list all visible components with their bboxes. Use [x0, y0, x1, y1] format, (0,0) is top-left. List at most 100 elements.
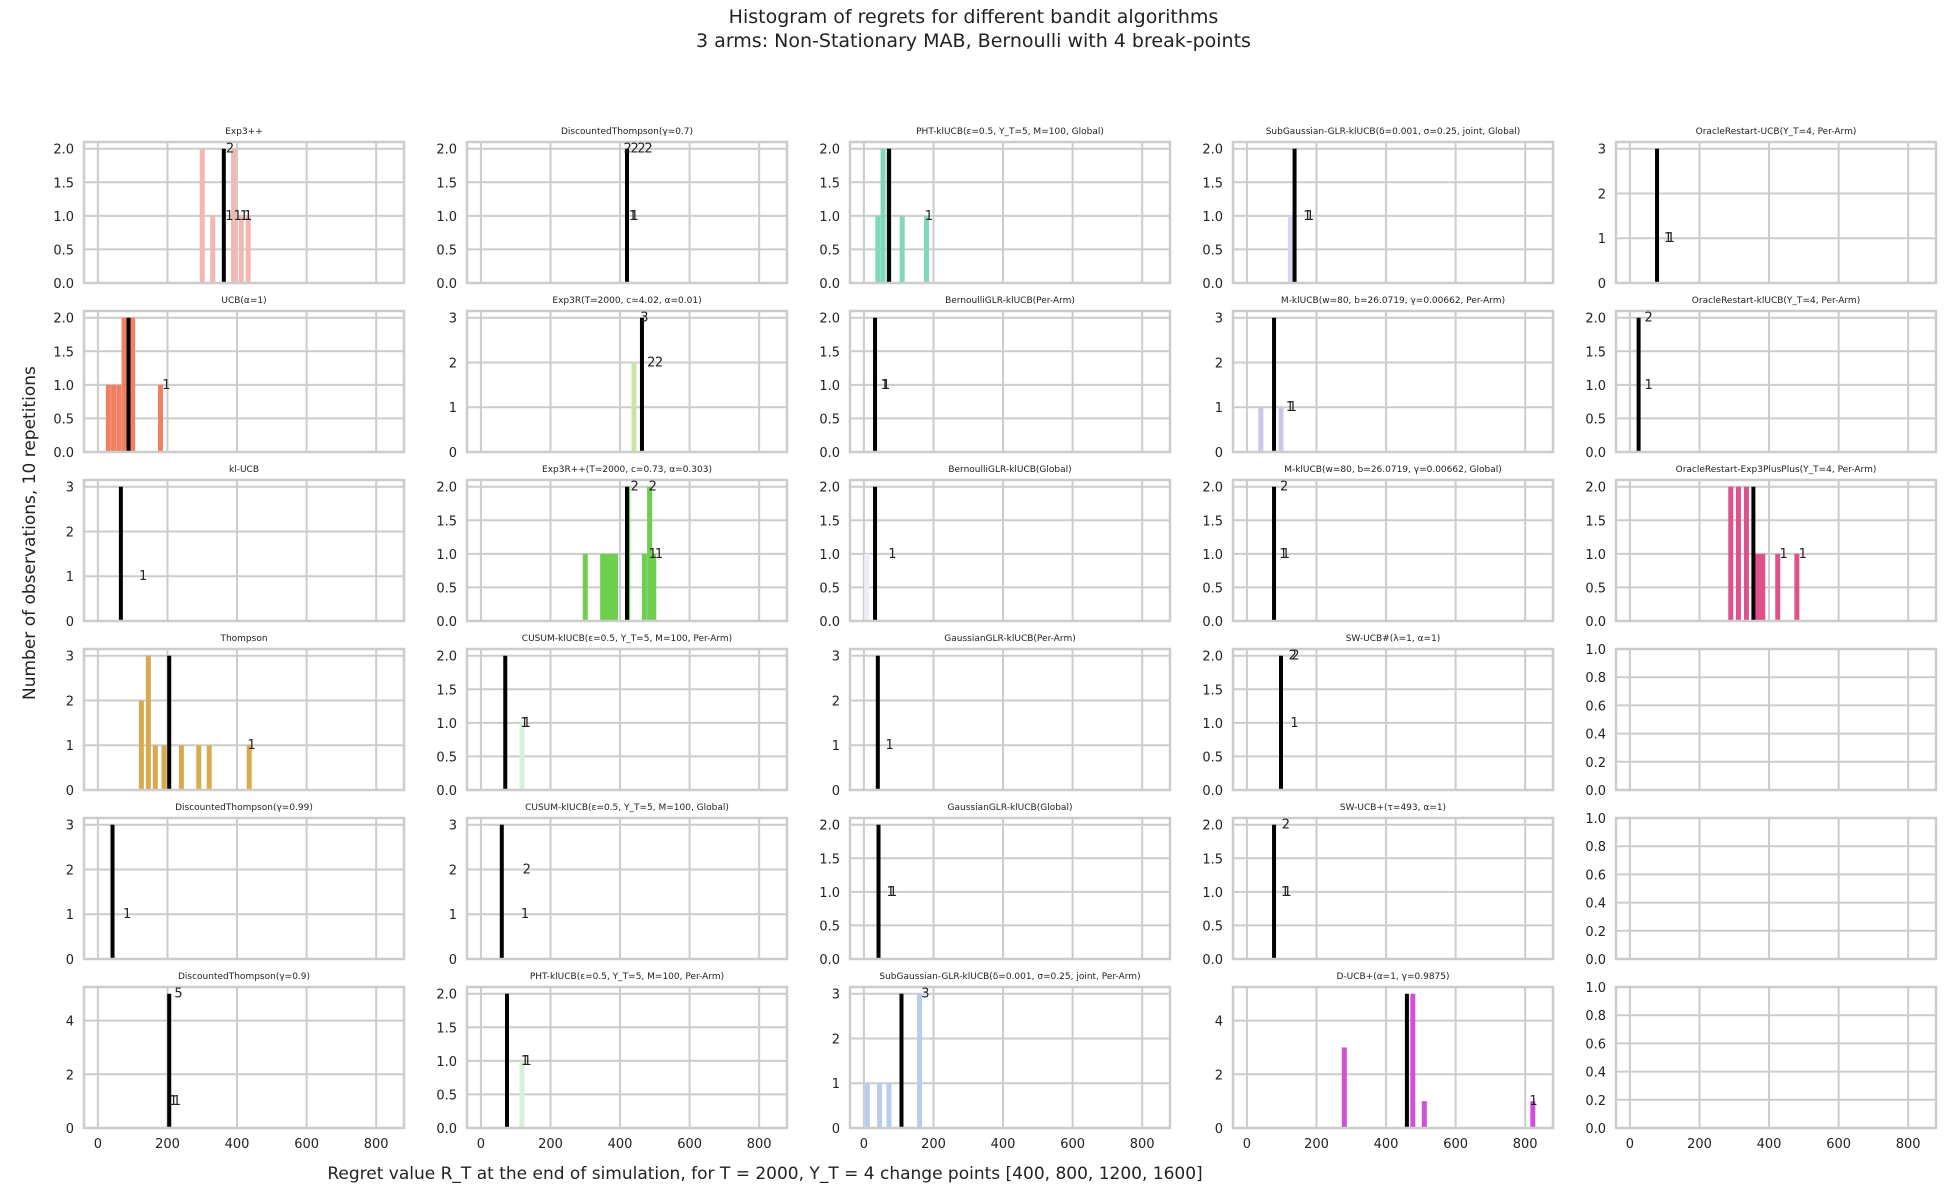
- x-tick-label: 600: [1443, 1137, 1468, 1152]
- y-tick-label: 0.0: [1585, 1122, 1606, 1137]
- count-label: 2: [1282, 818, 1290, 833]
- count-label: 1: [521, 1054, 529, 1069]
- x-tick-label: 800: [747, 1137, 772, 1152]
- y-tick-label: 0.5: [819, 412, 840, 427]
- y-tick-label: 2: [66, 863, 74, 878]
- subplot-18: 0 1 2 3 GaussianGLR-klUCB(Per-Arm) 1: [832, 634, 1172, 799]
- y-tick-label: 1.0: [819, 886, 840, 901]
- histogram-bar: [600, 553, 606, 621]
- subplot-title: Exp3R++(T=2000, c=0.73, α=0.303): [542, 465, 712, 475]
- axes-frame: [1614, 309, 1938, 454]
- histogram-bar: [1410, 993, 1416, 1128]
- histogram-bar: [116, 384, 122, 452]
- histogram-bar: [210, 215, 216, 283]
- x-axis-label: Regret value R_T at the end of simulatio…: [327, 1164, 1203, 1184]
- count-label: 1: [1290, 716, 1298, 731]
- y-tick-label: 4: [66, 1015, 74, 1030]
- count-label: 1: [1303, 209, 1311, 224]
- x-tick-label: 0: [860, 1137, 868, 1152]
- y-tick-label: 0.5: [53, 412, 74, 427]
- y-tick-label: 1.5: [436, 514, 457, 529]
- y-tick-label: 1.0: [1585, 548, 1606, 563]
- subplot-title: OracleRestart-Exp3PlusPlus(Υ_T=4, Per-Ar…: [1676, 465, 1877, 475]
- subplot-title: Exp3R(T=2000, c=4.02, α=0.01): [552, 296, 701, 306]
- subplot-11: 0 1 2 3 kl-UCB 1: [66, 465, 406, 630]
- count-label: 1: [1282, 547, 1290, 562]
- histogram-bar: [130, 317, 136, 452]
- count-label: 2: [1645, 311, 1653, 326]
- y-tick-label: 0.5: [1202, 750, 1223, 765]
- axes-frame: [465, 647, 789, 792]
- y-tick-label: 0: [1215, 446, 1223, 461]
- histogram-bar: [121, 317, 127, 452]
- subplot-title: OracleRestart-UCB(Υ_T=4, Per-Arm): [1696, 127, 1857, 137]
- y-tick-label: 3: [449, 312, 457, 327]
- count-label: 1: [882, 378, 890, 393]
- y-tick-label: 0: [449, 953, 457, 968]
- subplot-title: GaussianGLR-klUCB(Per-Arm): [944, 634, 1075, 644]
- y-tick-label: 1.0: [1202, 548, 1223, 563]
- y-tick-label: 0.0: [436, 277, 457, 292]
- y-tick-label: 1: [832, 1077, 840, 1092]
- histogram-bar: [1530, 1101, 1536, 1128]
- x-tick-label: 400: [1374, 1137, 1399, 1152]
- axes-frame: [82, 647, 406, 792]
- y-tick-label: 0.0: [1585, 446, 1606, 461]
- histogram-bar: [1794, 553, 1800, 621]
- y-tick-label: 3: [66, 819, 74, 834]
- y-tick-label: 2.0: [53, 312, 74, 327]
- y-tick-label: 2: [449, 863, 457, 878]
- subplot-title: M-klUCB(w=80, b=26.0719, γ=0.00662, Per-…: [1281, 296, 1505, 306]
- subplot-title: SW-UCB#(λ=1, α=1): [1346, 634, 1441, 644]
- axes-frame: [1231, 140, 1555, 285]
- histogram-bar: [145, 655, 151, 790]
- count-label: 1: [244, 209, 252, 224]
- y-tick-label: 2.0: [1202, 819, 1223, 834]
- y-tick-label: 2: [1598, 187, 1606, 202]
- y-tick-label: 2.0: [1585, 481, 1606, 496]
- count-label: 1: [885, 738, 893, 753]
- y-tick-label: 1.0: [1202, 886, 1223, 901]
- y-tick-label: 1.5: [53, 345, 74, 360]
- y-tick-label: 0.0: [436, 615, 457, 630]
- y-tick-label: 0.0: [1202, 953, 1223, 968]
- subplot-15: 0.0 0.5 1.0 1.5 2.0 OracleRestart-Exp3PlusPlu…: [1585, 465, 1938, 630]
- y-tick-label: 2.0: [53, 143, 74, 158]
- y-tick-label: 1: [449, 908, 457, 923]
- count-label: 1: [173, 1094, 181, 1109]
- subplot-title: SubGaussian-GLR-klUCB(δ=0.001, σ=0.25, j…: [1266, 127, 1521, 137]
- x-tick-label: 800: [364, 1137, 389, 1152]
- count-label: 1: [1283, 885, 1291, 900]
- histogram-bar: [158, 384, 164, 452]
- count-label: 1: [888, 547, 896, 562]
- histogram-bar: [924, 215, 930, 283]
- x-tick-label: 600: [1060, 1137, 1085, 1152]
- y-axis-label: Number of observations, 10 repetitions: [20, 366, 40, 700]
- y-tick-label: 0.6: [1585, 868, 1606, 883]
- count-label: 2: [1289, 649, 1297, 664]
- x-tick-label: 800: [1896, 1137, 1921, 1152]
- y-tick-label: 1.0: [1585, 379, 1606, 394]
- y-tick-label: 0.8: [1585, 671, 1606, 686]
- y-tick-label: 1.5: [436, 176, 457, 191]
- y-tick-label: 1.0: [1585, 981, 1606, 996]
- x-tick-label: 0: [477, 1137, 485, 1152]
- subplot-19: 0.00.51.01.52.0SW-UCB#(λ=1, α=1)221: [1202, 634, 1555, 799]
- axes-frame: [82, 816, 406, 961]
- y-tick-label: 2.0: [436, 143, 457, 158]
- x-tick-label: 400: [1757, 1137, 1782, 1152]
- histogram-bar: [246, 745, 252, 790]
- y-tick-label: 1.0: [1202, 717, 1223, 732]
- axes-frame: [82, 985, 406, 1130]
- count-label: 1: [1289, 400, 1297, 415]
- y-tick-label: 1.0: [1202, 210, 1223, 225]
- count-label: 1: [655, 547, 663, 562]
- y-tick-label: 2.0: [819, 312, 840, 327]
- y-tick-label: 2: [66, 1068, 74, 1083]
- y-tick-label: 3: [832, 988, 840, 1003]
- y-tick-label: 3: [66, 481, 74, 496]
- count-label: 1: [139, 569, 147, 584]
- axes-frame: [1231, 647, 1555, 792]
